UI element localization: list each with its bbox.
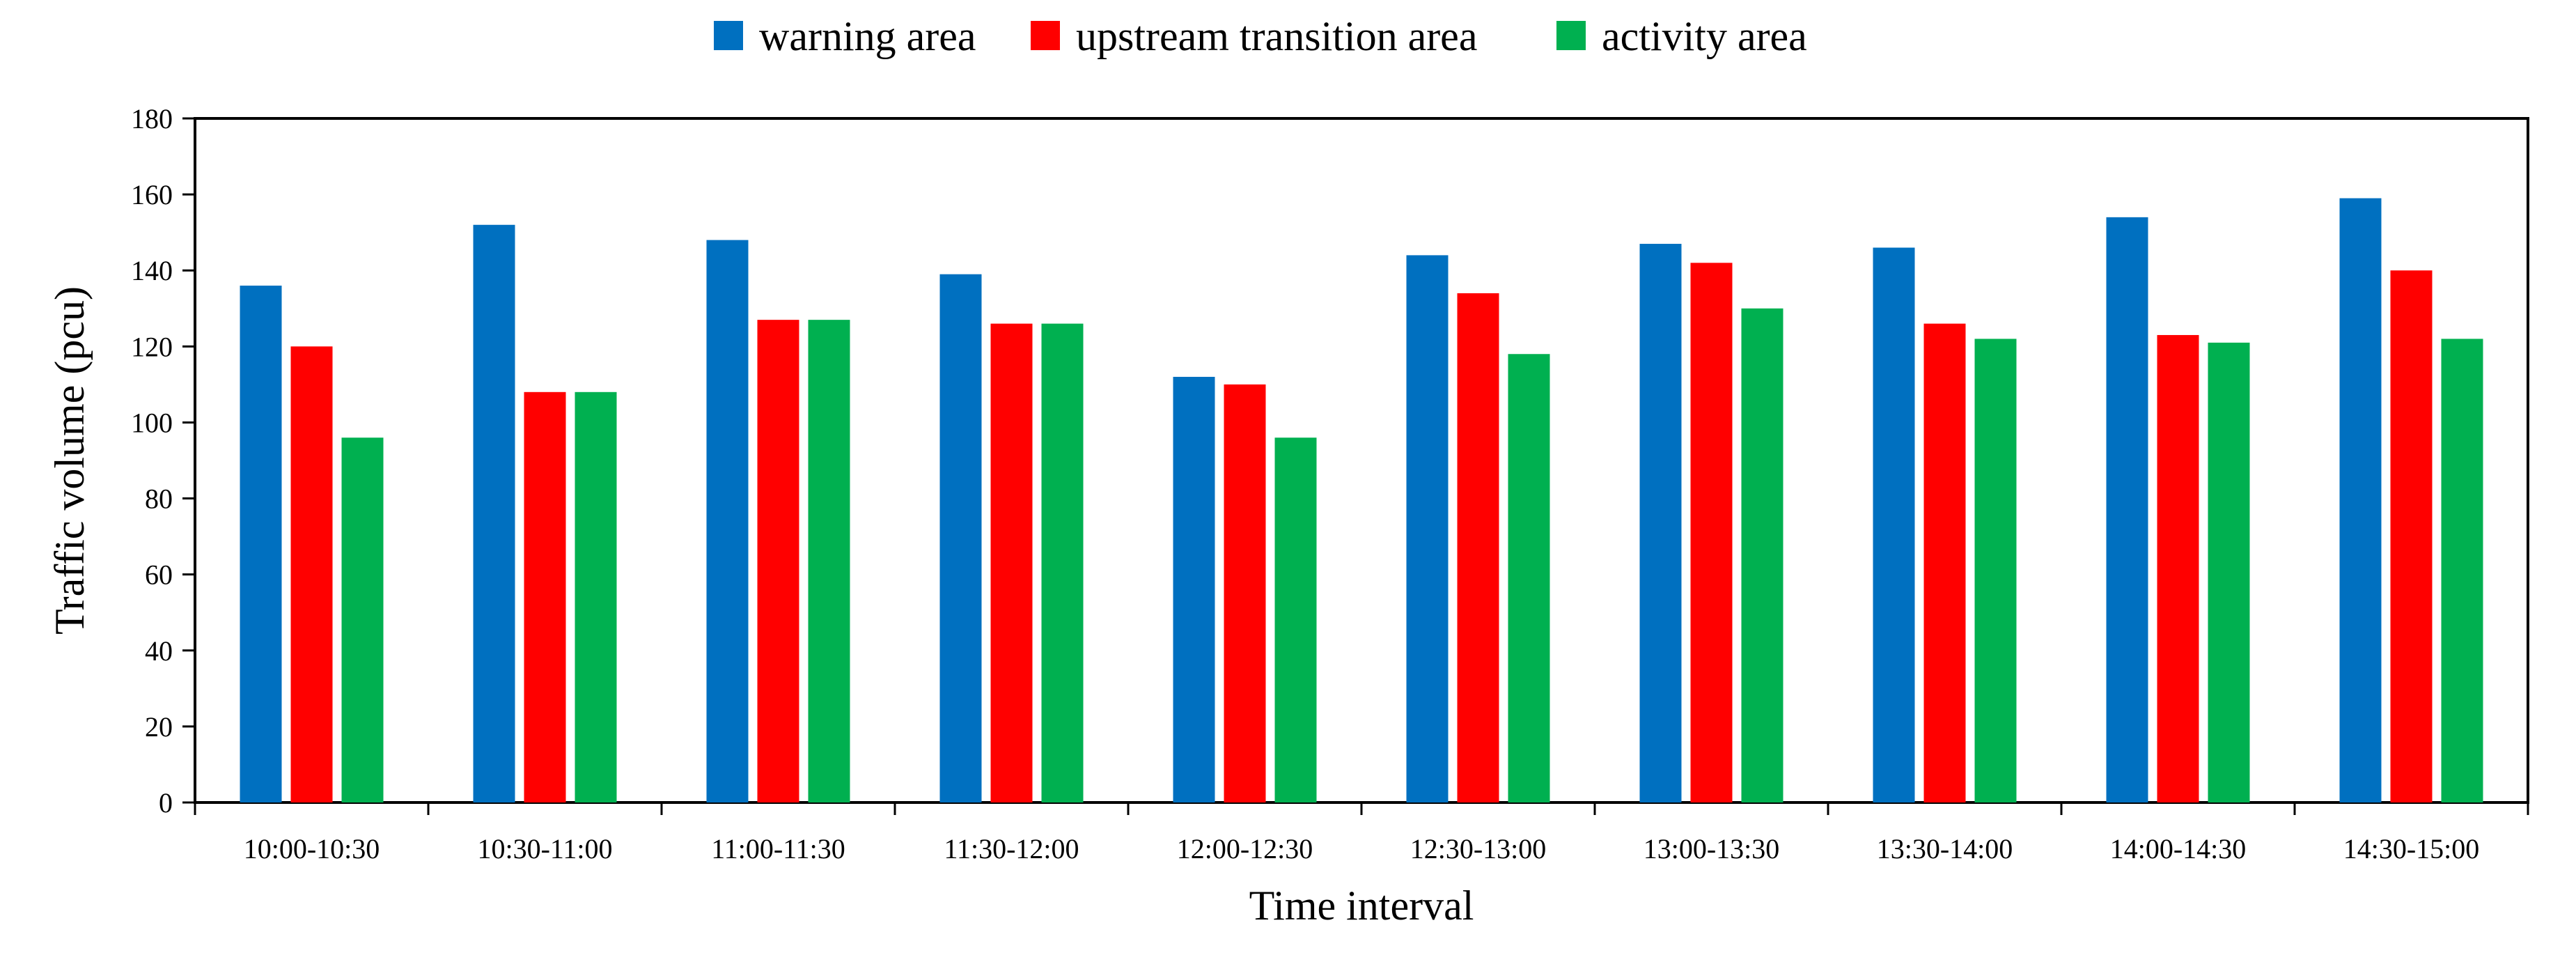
x-axis: 10:00-10:30 10:30-11:00 11:00-11:30 11:30-1… (194, 802, 2529, 864)
x-tick-label: 14:30-15:00 (2343, 833, 2480, 864)
bar (524, 391, 566, 802)
bar (290, 346, 333, 802)
bar (1690, 263, 1733, 802)
legend-label: activity area (1602, 13, 1807, 59)
bar (2157, 334, 2199, 802)
legend-swatch (1031, 21, 1060, 50)
x-tick-label: 12:30-13:00 (1410, 833, 1547, 864)
bar (939, 274, 982, 803)
y-tick-label: 60 (145, 559, 173, 591)
y-axis: 0 20 40 60 80 100 120 140 160 180 (131, 103, 195, 819)
bar (1639, 244, 1682, 802)
legend-swatch (714, 21, 743, 50)
x-axis-title: Time interval (1249, 883, 1474, 929)
y-tick-label: 40 (145, 635, 173, 667)
bar (575, 391, 617, 802)
x-tick-label: 10:30-11:00 (477, 833, 612, 864)
bar (2441, 339, 2483, 802)
legend-label: upstream transition area (1076, 13, 1477, 59)
bar (1274, 437, 1317, 802)
x-tick-label: 10:00-10:30 (244, 833, 380, 864)
bar (1173, 376, 1215, 802)
legend-swatch (1556, 21, 1586, 50)
plot-area (194, 117, 2529, 804)
x-tick-label: 11:00-11:30 (711, 833, 845, 864)
y-tick-label: 20 (145, 711, 173, 743)
x-tick-label: 14:00-14:30 (2110, 833, 2247, 864)
x-tick-label: 11:30-12:00 (944, 833, 1079, 864)
y-tick-label: 80 (145, 483, 173, 515)
bar (1974, 339, 2017, 802)
x-tick-label: 12:00-12:30 (1177, 833, 1313, 864)
bar (990, 323, 1033, 803)
bar (1041, 323, 1084, 803)
y-tick-label: 0 (159, 787, 173, 819)
bar (2339, 198, 2382, 803)
y-tick-label: 100 (131, 407, 173, 438)
y-tick-label: 180 (131, 103, 173, 134)
bar (2106, 217, 2148, 802)
bar (1873, 247, 1915, 802)
legend-label: warning area (759, 13, 976, 59)
bar (240, 286, 282, 802)
bar (1224, 384, 1266, 802)
legend: warning area upstream transition area acti… (714, 13, 1807, 59)
bar (1457, 293, 1499, 802)
bar (2208, 342, 2250, 802)
bar (1923, 323, 1966, 803)
bar (706, 240, 749, 803)
x-tick-label: 13:30-14:00 (1877, 833, 2013, 864)
y-tick-label: 140 (131, 255, 173, 286)
y-tick-label: 120 (131, 331, 173, 362)
bar (1741, 308, 1783, 802)
bar (1406, 255, 1449, 802)
bar (757, 320, 799, 803)
bar (808, 320, 850, 803)
bar (1508, 354, 1550, 802)
bar (2390, 270, 2433, 802)
x-tick-label: 13:00-13:30 (1644, 833, 1780, 864)
bar (341, 437, 384, 802)
y-axis-title: Traffic volume (pcu) (47, 286, 93, 635)
y-tick-label: 160 (131, 179, 173, 210)
bar (473, 224, 515, 802)
